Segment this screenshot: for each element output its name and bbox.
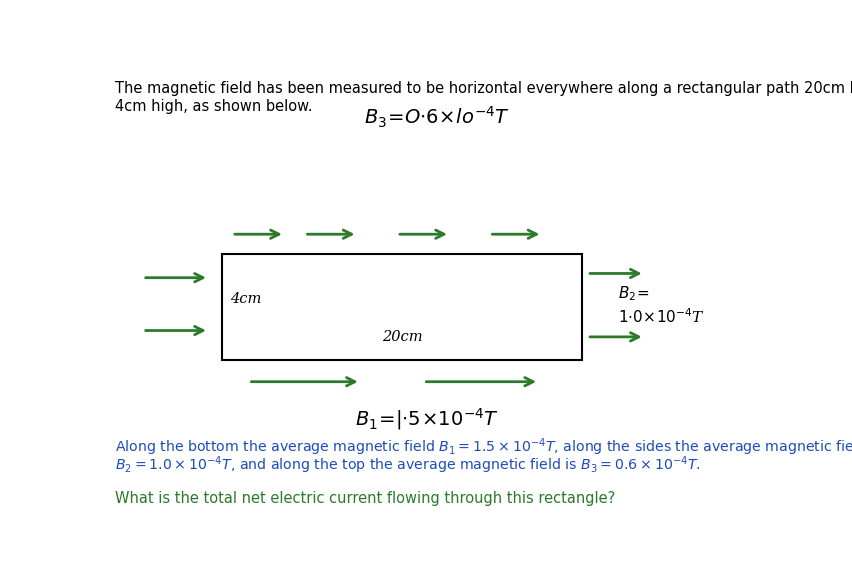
Text: The magnetic field has been measured to be horizontal everywhere along a rectang: The magnetic field has been measured to …	[115, 81, 852, 114]
Text: Along the bottom the average magnetic field $B_1 = 1.5 \times 10^{-4}T$, along t: Along the bottom the average magnetic fi…	[115, 437, 852, 458]
Bar	[222, 255, 582, 360]
Text: $B_2 = 1.0 \times 10^{-4}T$, and along the top the average magnetic field is $B_: $B_2 = 1.0 \times 10^{-4}T$, and along t…	[115, 454, 701, 476]
Text: 4cm: 4cm	[230, 292, 262, 306]
Text: 20cm: 20cm	[382, 330, 423, 344]
Text: $\mathit{B}_1\!=\!|{\cdot}5\!\times\!10^{-4}T$: $\mathit{B}_1\!=\!|{\cdot}5\!\times\!10^…	[354, 406, 498, 432]
Text: $\mathit{B}_2\!=$: $\mathit{B}_2\!=$	[619, 284, 649, 303]
Text: $1{\cdot}0\!\times\!10^{-4}$T: $1{\cdot}0\!\times\!10^{-4}$T	[619, 307, 705, 326]
Text: $\mathit{B}_3\!=\! O{\cdot}6\!\times\! lo^{-4}T$: $\mathit{B}_3\!=\! O{\cdot}6\!\times\! l…	[364, 105, 509, 130]
Text: What is the total net electric current flowing through this rectangle?: What is the total net electric current f…	[115, 491, 615, 506]
